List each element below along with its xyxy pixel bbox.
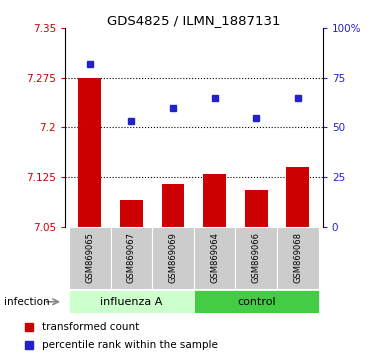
Bar xyxy=(120,200,143,227)
Bar xyxy=(236,227,277,289)
Bar xyxy=(111,227,152,289)
Text: percentile rank within the sample: percentile rank within the sample xyxy=(42,340,218,350)
Bar xyxy=(286,167,309,227)
Text: control: control xyxy=(237,297,276,307)
Text: GDS4825 / ILMN_1887131: GDS4825 / ILMN_1887131 xyxy=(107,14,280,27)
Bar xyxy=(162,184,184,227)
Bar xyxy=(194,290,319,313)
Bar xyxy=(277,227,319,289)
Bar xyxy=(152,227,194,289)
Bar xyxy=(69,290,194,313)
Text: influenza A: influenza A xyxy=(100,297,162,307)
Text: GSM869064: GSM869064 xyxy=(210,232,219,283)
Text: GSM869069: GSM869069 xyxy=(168,232,178,283)
Bar xyxy=(203,174,226,227)
Bar xyxy=(69,227,111,289)
Text: transformed count: transformed count xyxy=(42,322,140,332)
Bar xyxy=(194,227,236,289)
Text: GSM869067: GSM869067 xyxy=(127,232,136,283)
Text: GSM869068: GSM869068 xyxy=(293,232,302,283)
Text: infection: infection xyxy=(4,297,49,307)
Bar xyxy=(245,190,267,227)
Text: GSM869065: GSM869065 xyxy=(85,232,94,283)
Text: GSM869066: GSM869066 xyxy=(252,232,261,283)
Bar xyxy=(78,78,101,227)
